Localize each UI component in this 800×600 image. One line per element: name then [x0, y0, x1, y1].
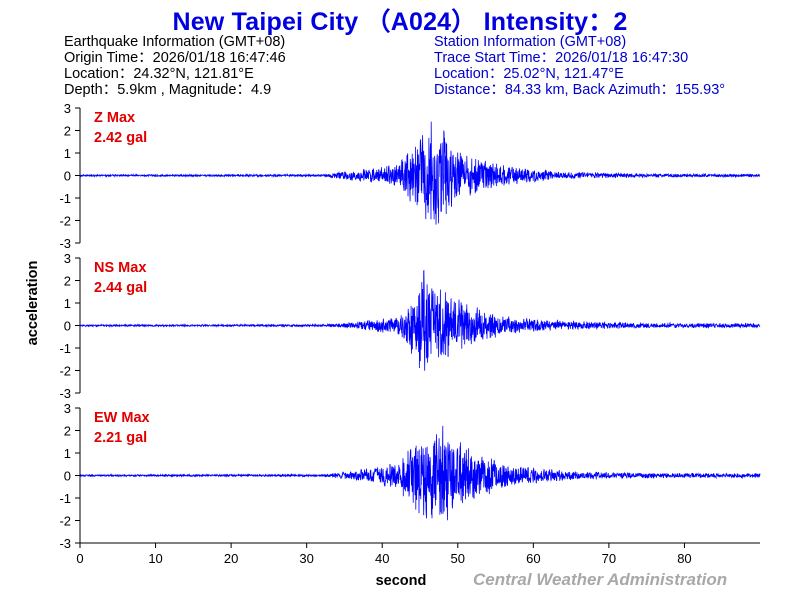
epicenter-location: Location：24.32°N, 121.81°E — [64, 66, 254, 82]
channel-max-ew: 2.21 gal — [94, 430, 147, 446]
y-tick-label: 0 — [64, 469, 71, 484]
station-location: Location：25.02°N, 121.47°E — [434, 66, 624, 82]
y-tick-label: -1 — [59, 341, 71, 356]
y-tick-label: -3 — [59, 536, 71, 551]
y-tick-label: -3 — [59, 386, 71, 401]
y-tick-label: 1 — [64, 146, 71, 161]
station-info: Station Information (GMT+08) Trace Start… — [434, 34, 725, 98]
x-tick-label: 50 — [451, 551, 465, 566]
y-axis-label: acceleration — [25, 261, 41, 346]
trace-ew — [79, 425, 761, 521]
y-tick-label: -2 — [59, 514, 71, 529]
x-tick-label: 20 — [224, 551, 238, 566]
page-title: New Taipei City （A024） Intensity：2 — [172, 8, 628, 36]
station-distance: Distance：84.33 km, Back Azimuth：155.93° — [434, 82, 726, 98]
y-tick-label: 3 — [64, 401, 71, 416]
y-tick-label: -1 — [59, 191, 71, 206]
depth-magnitude: Depth：5.9km , Magnitude：4.9 — [64, 82, 272, 98]
channel-max-ns: 2.44 gal — [94, 280, 147, 296]
x-axis-label: second — [376, 573, 427, 589]
y-tick-label: 3 — [64, 101, 71, 116]
station-info-heading: Station Information (GMT+08) — [434, 34, 627, 50]
footer-credit: Central Weather Administration — [473, 570, 728, 589]
y-tick-label: -3 — [59, 236, 71, 251]
channel-max-z: 2.42 gal — [94, 130, 147, 146]
x-tick-label: 80 — [677, 551, 691, 566]
y-tick-label: -2 — [59, 214, 71, 229]
x-tick-label: 30 — [299, 551, 313, 566]
channel-label-ew: EW Max — [94, 410, 150, 426]
channel-label-z: Z Max — [94, 110, 135, 126]
origin-time: Origin Time：2026/01/18 16:47:46 — [64, 50, 286, 66]
y-tick-label: 0 — [64, 319, 71, 334]
y-tick-label: -2 — [59, 364, 71, 379]
trace-ns — [79, 270, 761, 371]
y-tick-label: 1 — [64, 446, 71, 461]
x-tick-label: 70 — [602, 551, 616, 566]
y-tick-label: -1 — [59, 491, 71, 506]
trace-start-time: Trace Start Time：2026/01/18 16:47:30 — [434, 50, 689, 66]
x-tick-label: 40 — [375, 551, 389, 566]
x-tick-label: 10 — [148, 551, 162, 566]
trace-z — [80, 121, 761, 225]
y-tick-label: 1 — [64, 296, 71, 311]
channel-label-ns: NS Max — [94, 260, 146, 276]
earthquake-info: Earthquake Information (GMT+08) Origin T… — [64, 34, 286, 98]
x-tick-label: 60 — [526, 551, 540, 566]
y-tick-label: 2 — [64, 424, 71, 439]
y-tick-label: 2 — [64, 274, 71, 289]
x-tick-label: 0 — [76, 551, 83, 566]
y-tick-label: 3 — [64, 251, 71, 266]
earthquake-info-heading: Earthquake Information (GMT+08) — [64, 34, 286, 50]
y-tick-label: 2 — [64, 124, 71, 139]
y-tick-label: 0 — [64, 169, 71, 184]
